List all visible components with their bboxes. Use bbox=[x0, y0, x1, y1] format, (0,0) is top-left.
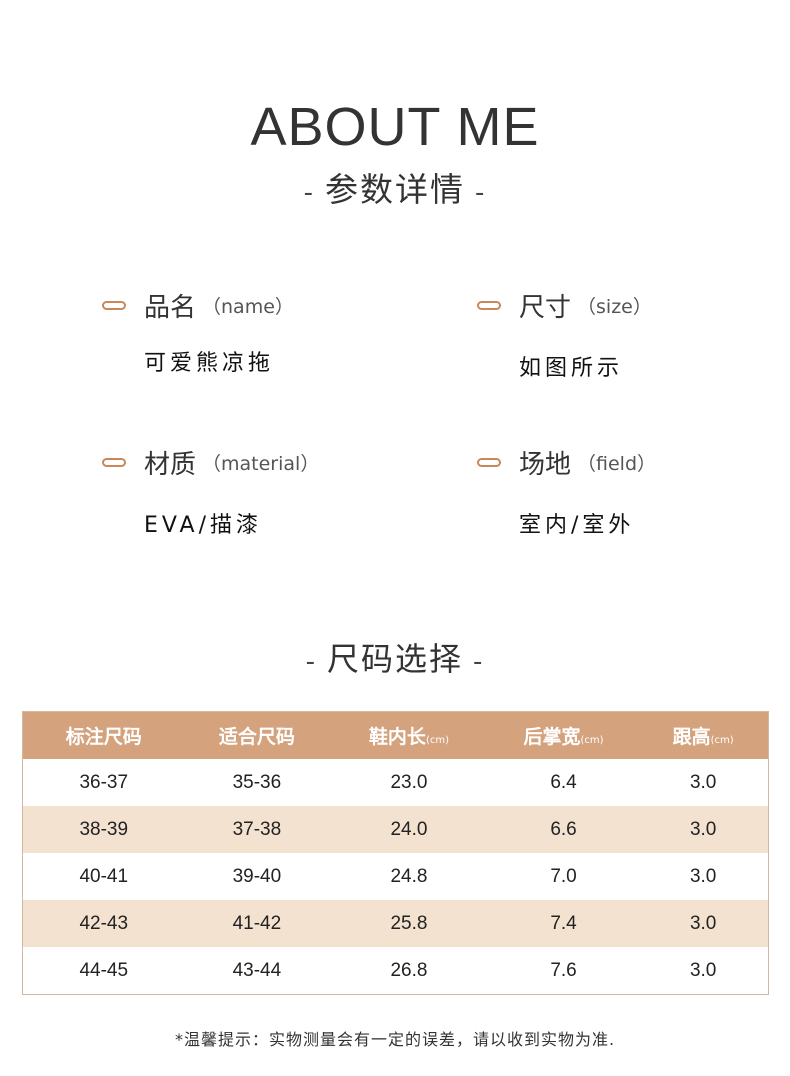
table-row: 42-43 41-42 25.8 7.4 3.0 bbox=[23, 900, 768, 947]
param-value: 如图所示 bbox=[519, 356, 624, 381]
table-cell: 7.6 bbox=[550, 959, 577, 981]
table-cell: 39-40 bbox=[232, 865, 282, 887]
table-header-cell: 跟高(cm) bbox=[672, 726, 734, 748]
dash-left: - bbox=[303, 178, 315, 208]
param-size: 尺寸 （size） 如图所示 bbox=[477, 287, 790, 382]
param-label-en: （name） bbox=[202, 295, 294, 318]
param-name: 品名 （name） 可爱熊凉拖 bbox=[102, 287, 432, 377]
dash-left: - bbox=[305, 647, 317, 677]
subtitle-text: 参数详情 bbox=[325, 170, 465, 209]
pill-icon bbox=[477, 300, 501, 310]
section-title-size: - 尺码选择 - bbox=[0, 634, 790, 687]
table-row: 40-41 39-40 24.8 7.0 3.0 bbox=[23, 853, 768, 900]
param-label-en: （field） bbox=[577, 452, 657, 475]
table-cell: 43-44 bbox=[232, 959, 282, 981]
table-cell: 25.8 bbox=[390, 912, 428, 934]
table-cell: 38-39 bbox=[79, 818, 129, 840]
table-cell: 40-41 bbox=[79, 865, 129, 887]
table-cell: 35-36 bbox=[232, 771, 282, 793]
param-label: 场地 bbox=[519, 449, 572, 480]
table-cell: 3.0 bbox=[689, 959, 717, 981]
param-label: 尺寸 bbox=[519, 292, 572, 323]
table-cell: 3.0 bbox=[689, 865, 717, 887]
dash-right: - bbox=[473, 647, 485, 677]
table-header-row: 标注尺码 适合尺码 鞋内长(cm) 后掌宽(cm) 跟高(cm) bbox=[23, 712, 768, 759]
table-header-cell: 标注尺码 bbox=[65, 726, 142, 748]
disclaimer-note: *温馨提示：实物测量会有一定的误差，请以收到实物为准. bbox=[174, 1030, 616, 1049]
param-value: 可爱熊凉拖 bbox=[144, 351, 275, 376]
table-cell: 6.4 bbox=[550, 771, 577, 793]
table-cell: 3.0 bbox=[689, 912, 717, 934]
table-header-cell: 鞋内长(cm) bbox=[368, 726, 449, 748]
param-label: 品名 bbox=[144, 292, 197, 323]
table-cell: 24.8 bbox=[390, 865, 428, 887]
table-cell: 37-38 bbox=[232, 818, 282, 840]
size-table: 标注尺码 适合尺码 鞋内长(cm) 后掌宽(cm) 跟高(cm) 36-37 3… bbox=[22, 711, 769, 995]
dash-right: - bbox=[475, 178, 487, 208]
param-material: 材质 （material） EVA/描漆 bbox=[102, 444, 432, 539]
section-subtitle-params: - 参数详情 - bbox=[0, 165, 790, 218]
table-row: 36-37 35-36 23.0 6.4 3.0 bbox=[23, 759, 768, 806]
table-cell: 42-43 bbox=[79, 912, 129, 934]
table-cell: 24.0 bbox=[390, 818, 428, 840]
table-row: 44-45 43-44 26.8 7.6 3.0 bbox=[23, 947, 768, 994]
param-label: 材质 bbox=[144, 449, 197, 480]
table-header-cell: 适合尺码 bbox=[218, 726, 295, 748]
pill-icon bbox=[102, 300, 126, 310]
table-cell: 23.0 bbox=[390, 771, 428, 793]
table-cell: 3.0 bbox=[689, 771, 717, 793]
pill-icon bbox=[477, 457, 501, 467]
size-title-text: 尺码选择 bbox=[326, 640, 463, 678]
table-row: 38-39 37-38 24.0 6.6 3.0 bbox=[23, 806, 768, 853]
table-cell: 7.4 bbox=[550, 912, 577, 934]
table-cell: 36-37 bbox=[79, 771, 129, 793]
table-cell: 26.8 bbox=[390, 959, 428, 981]
param-label-en: （material） bbox=[202, 452, 320, 475]
pill-icon bbox=[102, 457, 126, 467]
table-cell: 44-45 bbox=[79, 959, 129, 981]
table-cell: 6.6 bbox=[550, 818, 577, 840]
table-cell: 3.0 bbox=[689, 818, 717, 840]
param-value: EVA/描漆 bbox=[144, 513, 263, 538]
table-cell: 41-42 bbox=[232, 912, 282, 934]
page-title: ABOUT ME bbox=[250, 97, 540, 157]
table-cell: 7.0 bbox=[550, 865, 577, 887]
param-value: 室内/室外 bbox=[519, 513, 635, 538]
param-field: 场地 （field） 室内/室外 bbox=[477, 444, 790, 539]
param-label-en: （size） bbox=[577, 295, 652, 318]
table-header-cell: 后掌宽(cm) bbox=[523, 726, 604, 748]
